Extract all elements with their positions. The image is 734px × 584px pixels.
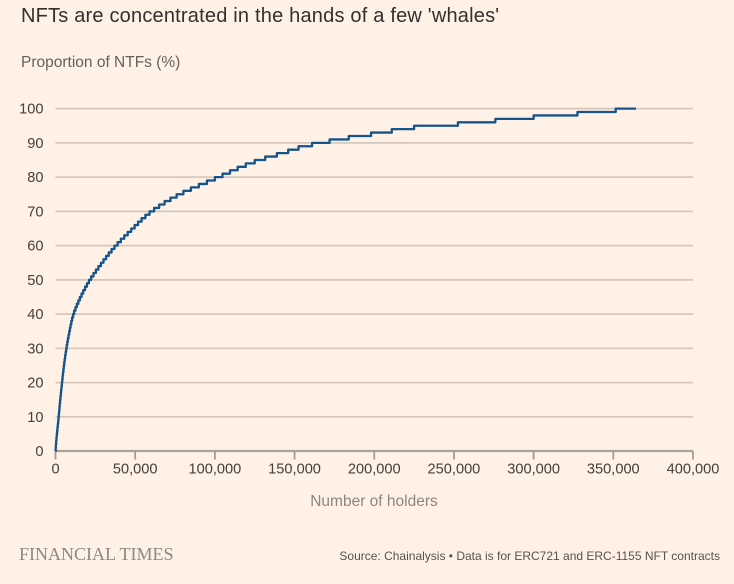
svg-text:80: 80 — [27, 170, 43, 186]
svg-text:150,000: 150,000 — [268, 462, 321, 478]
svg-text:30: 30 — [27, 341, 43, 357]
svg-text:50,000: 50,000 — [113, 462, 158, 478]
svg-text:400,000: 400,000 — [667, 462, 720, 478]
svg-text:250,000: 250,000 — [428, 462, 481, 478]
svg-text:40: 40 — [27, 307, 43, 323]
svg-text:0: 0 — [51, 462, 59, 478]
svg-text:20: 20 — [27, 376, 43, 392]
svg-text:50: 50 — [27, 273, 43, 289]
svg-text:10: 10 — [27, 410, 43, 426]
svg-text:350,000: 350,000 — [587, 462, 640, 478]
svg-text:100,000: 100,000 — [188, 462, 241, 478]
svg-text:90: 90 — [27, 136, 43, 152]
svg-text:200,000: 200,000 — [348, 462, 401, 478]
svg-text:300,000: 300,000 — [507, 462, 560, 478]
svg-text:60: 60 — [27, 239, 43, 255]
svg-text:0: 0 — [35, 444, 43, 460]
svg-text:70: 70 — [27, 204, 43, 220]
svg-text:100: 100 — [19, 102, 43, 118]
